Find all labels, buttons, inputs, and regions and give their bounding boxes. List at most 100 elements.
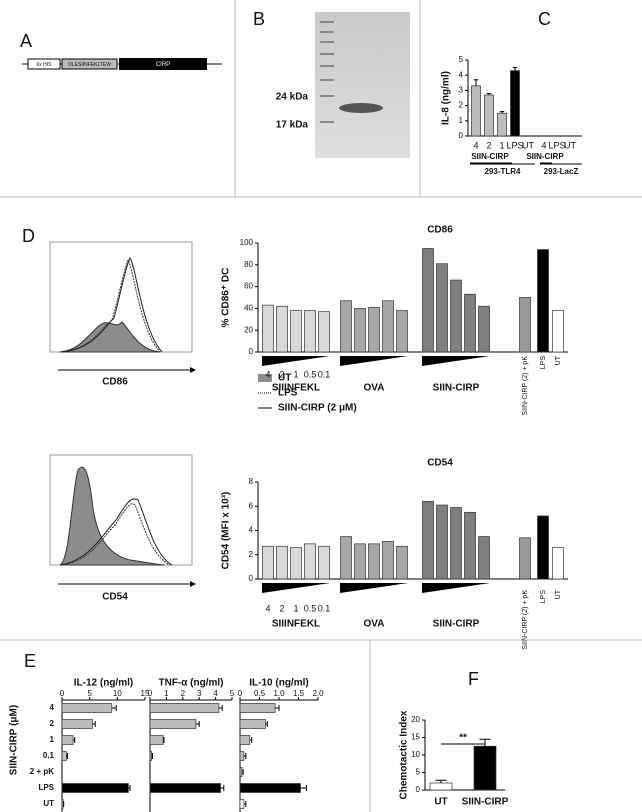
y-tick-label: 0 xyxy=(416,785,421,794)
bar xyxy=(276,545,288,580)
bar xyxy=(61,719,93,729)
flow-cd86 xyxy=(49,241,196,373)
x-tick-label: SIIN-CIRP (2) + pK xyxy=(522,590,529,650)
x-tick-label: UT xyxy=(564,140,576,150)
panel-letter: B xyxy=(253,9,265,29)
bar xyxy=(318,311,330,353)
bar xyxy=(436,263,448,353)
y-axis-label: SIIN-CIRP (μM) xyxy=(9,705,20,775)
bar xyxy=(537,515,549,580)
y-tick-label: 0.1 xyxy=(43,751,55,760)
chart-title: IL-10 (ng/ml) xyxy=(249,678,308,689)
x-tick-label: 0 xyxy=(60,689,65,698)
bar xyxy=(239,767,243,777)
x-tick-label: UT xyxy=(555,589,562,599)
error-bar xyxy=(151,753,153,759)
bar xyxy=(61,703,113,713)
x-tick-label: UT xyxy=(555,355,562,365)
y-tick-label: 10 xyxy=(411,750,420,759)
x-tick-label: 1 xyxy=(164,689,169,698)
his-label: 6x HIS xyxy=(36,62,52,68)
bar xyxy=(422,248,434,353)
y-tick-label: 20 xyxy=(244,325,253,334)
y-tick-label: 2 xyxy=(249,550,254,559)
panel-letter: F xyxy=(468,669,479,689)
error-bar xyxy=(92,721,96,727)
x-tick-label: 0 xyxy=(148,689,153,698)
panel-letter: E xyxy=(24,651,36,671)
bar xyxy=(149,783,221,793)
x-tick-label: 0.1 xyxy=(318,369,331,379)
y-tick-label: 1 xyxy=(50,735,55,744)
y-tick-label: 15 xyxy=(411,733,420,742)
error-bar xyxy=(499,111,505,114)
group-label: 293-LacZ xyxy=(544,167,579,176)
bar xyxy=(382,300,394,353)
x-tick-label: LPS xyxy=(506,140,523,150)
bar xyxy=(262,304,274,353)
bar xyxy=(149,719,197,729)
bar xyxy=(304,310,316,353)
flow-cd54 xyxy=(49,454,196,587)
bar xyxy=(61,799,64,809)
error-bar xyxy=(512,67,518,71)
bar xyxy=(422,501,434,580)
error-bar xyxy=(195,721,200,727)
error-bar xyxy=(163,737,165,743)
x-tick-label: 15 xyxy=(141,689,150,698)
group-label: 293-TLR4 xyxy=(484,167,521,176)
panel-letter: C xyxy=(538,9,551,29)
bar xyxy=(552,310,564,353)
x-tick-label: 4 xyxy=(213,689,218,698)
y-tick-label: 2 xyxy=(459,101,464,110)
x-tick-label: 4 xyxy=(473,140,478,150)
bar xyxy=(276,305,288,353)
x-tick-label: 0.5 xyxy=(304,369,317,379)
x-tick-label: UT xyxy=(522,140,534,150)
error-bar xyxy=(479,738,491,747)
bar xyxy=(239,751,245,761)
y-tick-label: 0 xyxy=(249,347,254,356)
error-bar xyxy=(63,801,65,807)
x-tick-label: 0.5 xyxy=(304,603,317,613)
bar xyxy=(239,719,266,729)
x-tick-label: SIIN-CIRP (2) + pK xyxy=(522,356,529,416)
bar xyxy=(464,293,476,353)
group-label: SIIN-CIRP xyxy=(433,383,480,394)
x-tick-label: 1.0 xyxy=(273,689,285,698)
peptide-box xyxy=(61,58,118,70)
bar xyxy=(471,85,481,137)
x-tick-label: UT xyxy=(434,797,447,808)
x-tick-label: 2 xyxy=(486,140,491,150)
group-label: OVA xyxy=(364,619,385,630)
gel xyxy=(315,12,410,158)
error-bar xyxy=(73,737,76,743)
legend-label: LPS xyxy=(278,388,298,399)
panel-letter: D xyxy=(22,226,35,246)
y-axis-label: % CD86⁺ DC xyxy=(221,268,232,328)
error-bar xyxy=(128,785,131,791)
bar xyxy=(510,70,520,137)
y-tick-label: 4 xyxy=(249,526,254,535)
dose-wedge xyxy=(340,356,408,366)
x-tick-label: 1 xyxy=(499,140,504,150)
dose-wedge xyxy=(340,583,408,593)
bar xyxy=(436,504,448,580)
dose-wedge xyxy=(262,356,330,366)
protein-band xyxy=(339,103,383,113)
y-tick-label: 3 xyxy=(459,86,464,95)
x-tick-label: LPS xyxy=(548,140,565,150)
x-tick-label: 0 xyxy=(238,689,243,698)
x-tick-label: 4 xyxy=(541,140,546,150)
significance-label: ** xyxy=(459,733,467,744)
y-tick-label: 8 xyxy=(249,477,254,486)
y-tick-label: 2 + pK xyxy=(30,767,54,776)
x-tick-label: 4 xyxy=(265,603,270,613)
group-label: SIIN-CIRP xyxy=(433,619,480,630)
x-tick-label: LPS xyxy=(540,590,547,604)
group-label: SIIN-CIRP xyxy=(526,152,564,161)
y-axis-label: Chemotactic Index xyxy=(399,710,410,799)
